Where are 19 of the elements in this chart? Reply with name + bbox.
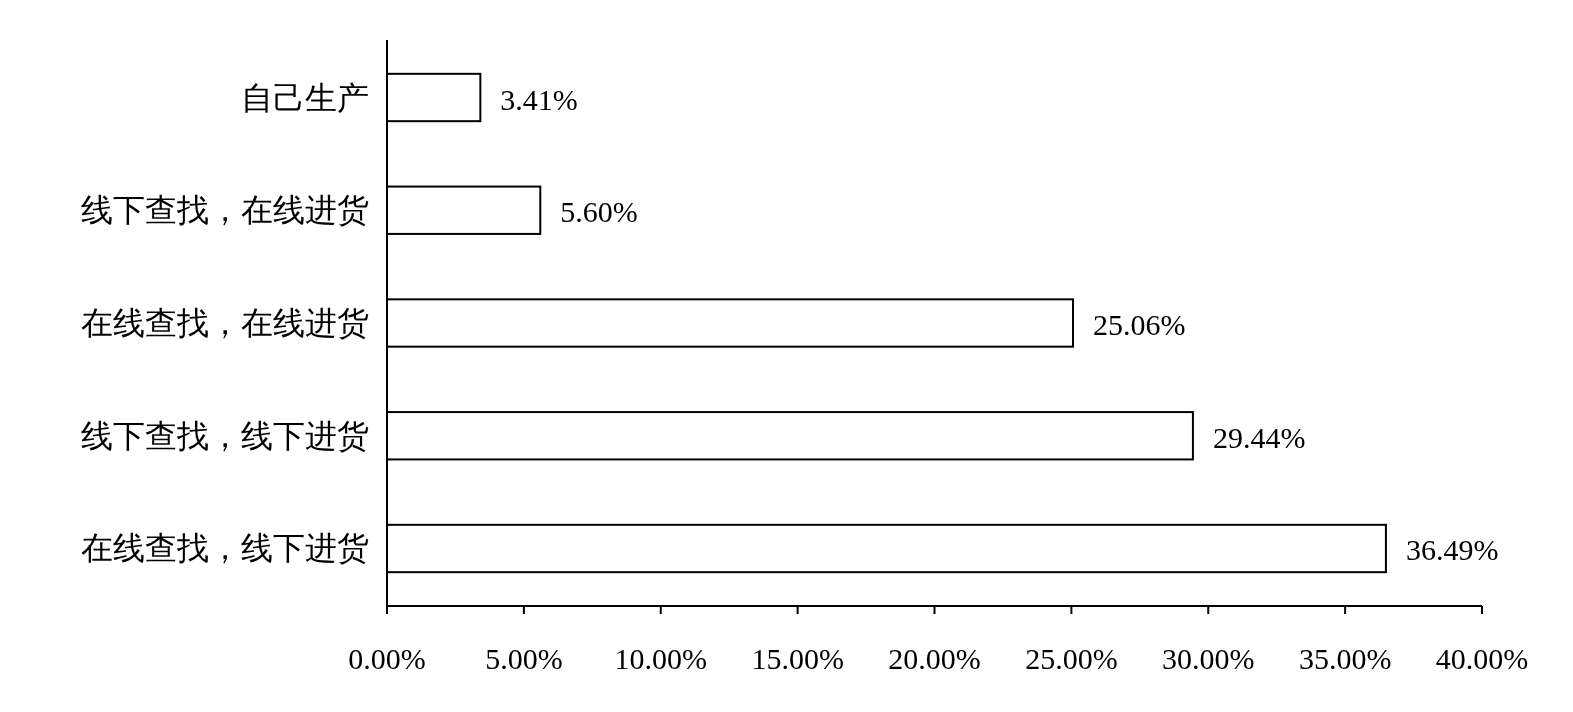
x-tick-label: 15.00% [751, 642, 844, 675]
data-label: 36.49% [1405, 533, 1499, 567]
x-tick-label: 10.00% [614, 642, 707, 675]
y-tick-label: 线下查找，线下进货 [81, 416, 369, 455]
x-tick-label: 0.00% [348, 642, 426, 675]
x-tick-label: 30.00% [1162, 642, 1255, 675]
data-label: 5.60% [560, 195, 638, 229]
y-tick-label: 在线查找，线下进货 [81, 529, 369, 568]
y-tick-label: 自己生产 [241, 78, 369, 117]
y-tick-label: 在线查找，在线进货 [81, 304, 369, 342]
x-tick-label: 20.00% [888, 642, 981, 675]
data-label: 25.06% [1093, 308, 1186, 341]
data-label: 3.41% [500, 82, 578, 116]
x-tick-label: 25.00% [1025, 642, 1118, 675]
x-tick-label: 40.00% [1435, 642, 1529, 675]
x-tick-label: 5.00% [485, 642, 563, 675]
y-tick-label: 线下查找，在线进货 [81, 191, 369, 230]
x-tick-label: 35.00% [1298, 642, 1392, 675]
data-label: 29.44% [1212, 420, 1306, 454]
